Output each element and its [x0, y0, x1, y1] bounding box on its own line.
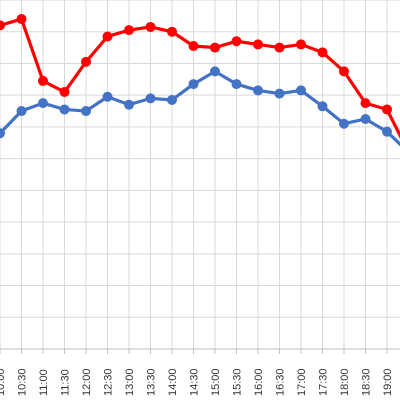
axis: [0, 348, 400, 354]
data-point: [124, 25, 134, 36]
data-point: [102, 91, 113, 102]
data-point: [38, 98, 48, 109]
data-point: [339, 66, 349, 77]
x-tick-label: 15:30: [232, 368, 244, 396]
x-tick-label: 15:00: [210, 368, 222, 396]
data-point: [382, 104, 392, 115]
series-1: [0, 14, 400, 139]
data-point: [317, 47, 328, 58]
data-point: [296, 39, 306, 50]
series-line: [0, 17, 400, 139]
x-tick-label: 18:00: [339, 368, 351, 396]
x-tick-label: 13:30: [146, 368, 158, 396]
x-tick-label: 12:30: [103, 368, 115, 396]
data-point: [145, 93, 156, 104]
data-point: [210, 66, 220, 77]
x-tick-label: 19:00: [382, 368, 394, 396]
data-point: [210, 42, 220, 53]
series-2: [0, 66, 400, 147]
x-tick-label: 16:00: [253, 368, 265, 396]
data-point: [102, 31, 113, 42]
data-point: [231, 79, 242, 90]
data-point: [274, 88, 285, 99]
data-point: [360, 98, 371, 109]
data-point: [38, 75, 48, 86]
data-point: [81, 56, 91, 67]
data-point: [360, 113, 371, 124]
x-tick-label: 13:00: [124, 368, 136, 396]
x-tick-label: 17:00: [296, 368, 308, 396]
data-point: [253, 85, 263, 96]
data-point: [167, 94, 177, 105]
data-point: [231, 36, 242, 47]
data-point: [167, 26, 177, 37]
x-tick-label: 11:30: [60, 369, 72, 396]
data-point: [0, 128, 5, 139]
data-point: [59, 104, 70, 115]
data-point: [253, 39, 263, 50]
data-point: [317, 101, 328, 112]
data-point: [188, 79, 199, 90]
x-tick-label: 14:00: [167, 368, 179, 396]
x-tick-label: 12:00: [81, 368, 93, 396]
data-point: [81, 106, 91, 117]
data-point: [16, 14, 27, 25]
series-group: [0, 14, 400, 147]
data-point: [145, 21, 156, 32]
x-tick-label: 14:30: [189, 368, 201, 396]
data-point: [339, 118, 349, 129]
x-tick-label: 10:00: [0, 368, 7, 396]
x-tick-labels: 10:00 10:30 11:00 11:30 12:00 12:30 13:00 13:30…: [0, 368, 394, 396]
data-point: [382, 126, 392, 137]
data-point: [16, 106, 27, 117]
data-point: [274, 42, 285, 53]
x-tick-label: 17:30: [318, 368, 330, 396]
x-tick-label: 10:30: [17, 368, 29, 396]
data-point: [296, 85, 306, 96]
x-tick-label: 11:00: [38, 369, 50, 396]
data-point: [59, 87, 70, 98]
grid: [0, 0, 400, 350]
series-line: [0, 69, 400, 147]
data-point: [188, 41, 199, 52]
x-tick-label: 16:30: [275, 368, 287, 396]
data-point: [0, 20, 5, 31]
x-tick-label: 18:30: [361, 368, 373, 396]
data-point: [124, 99, 134, 110]
